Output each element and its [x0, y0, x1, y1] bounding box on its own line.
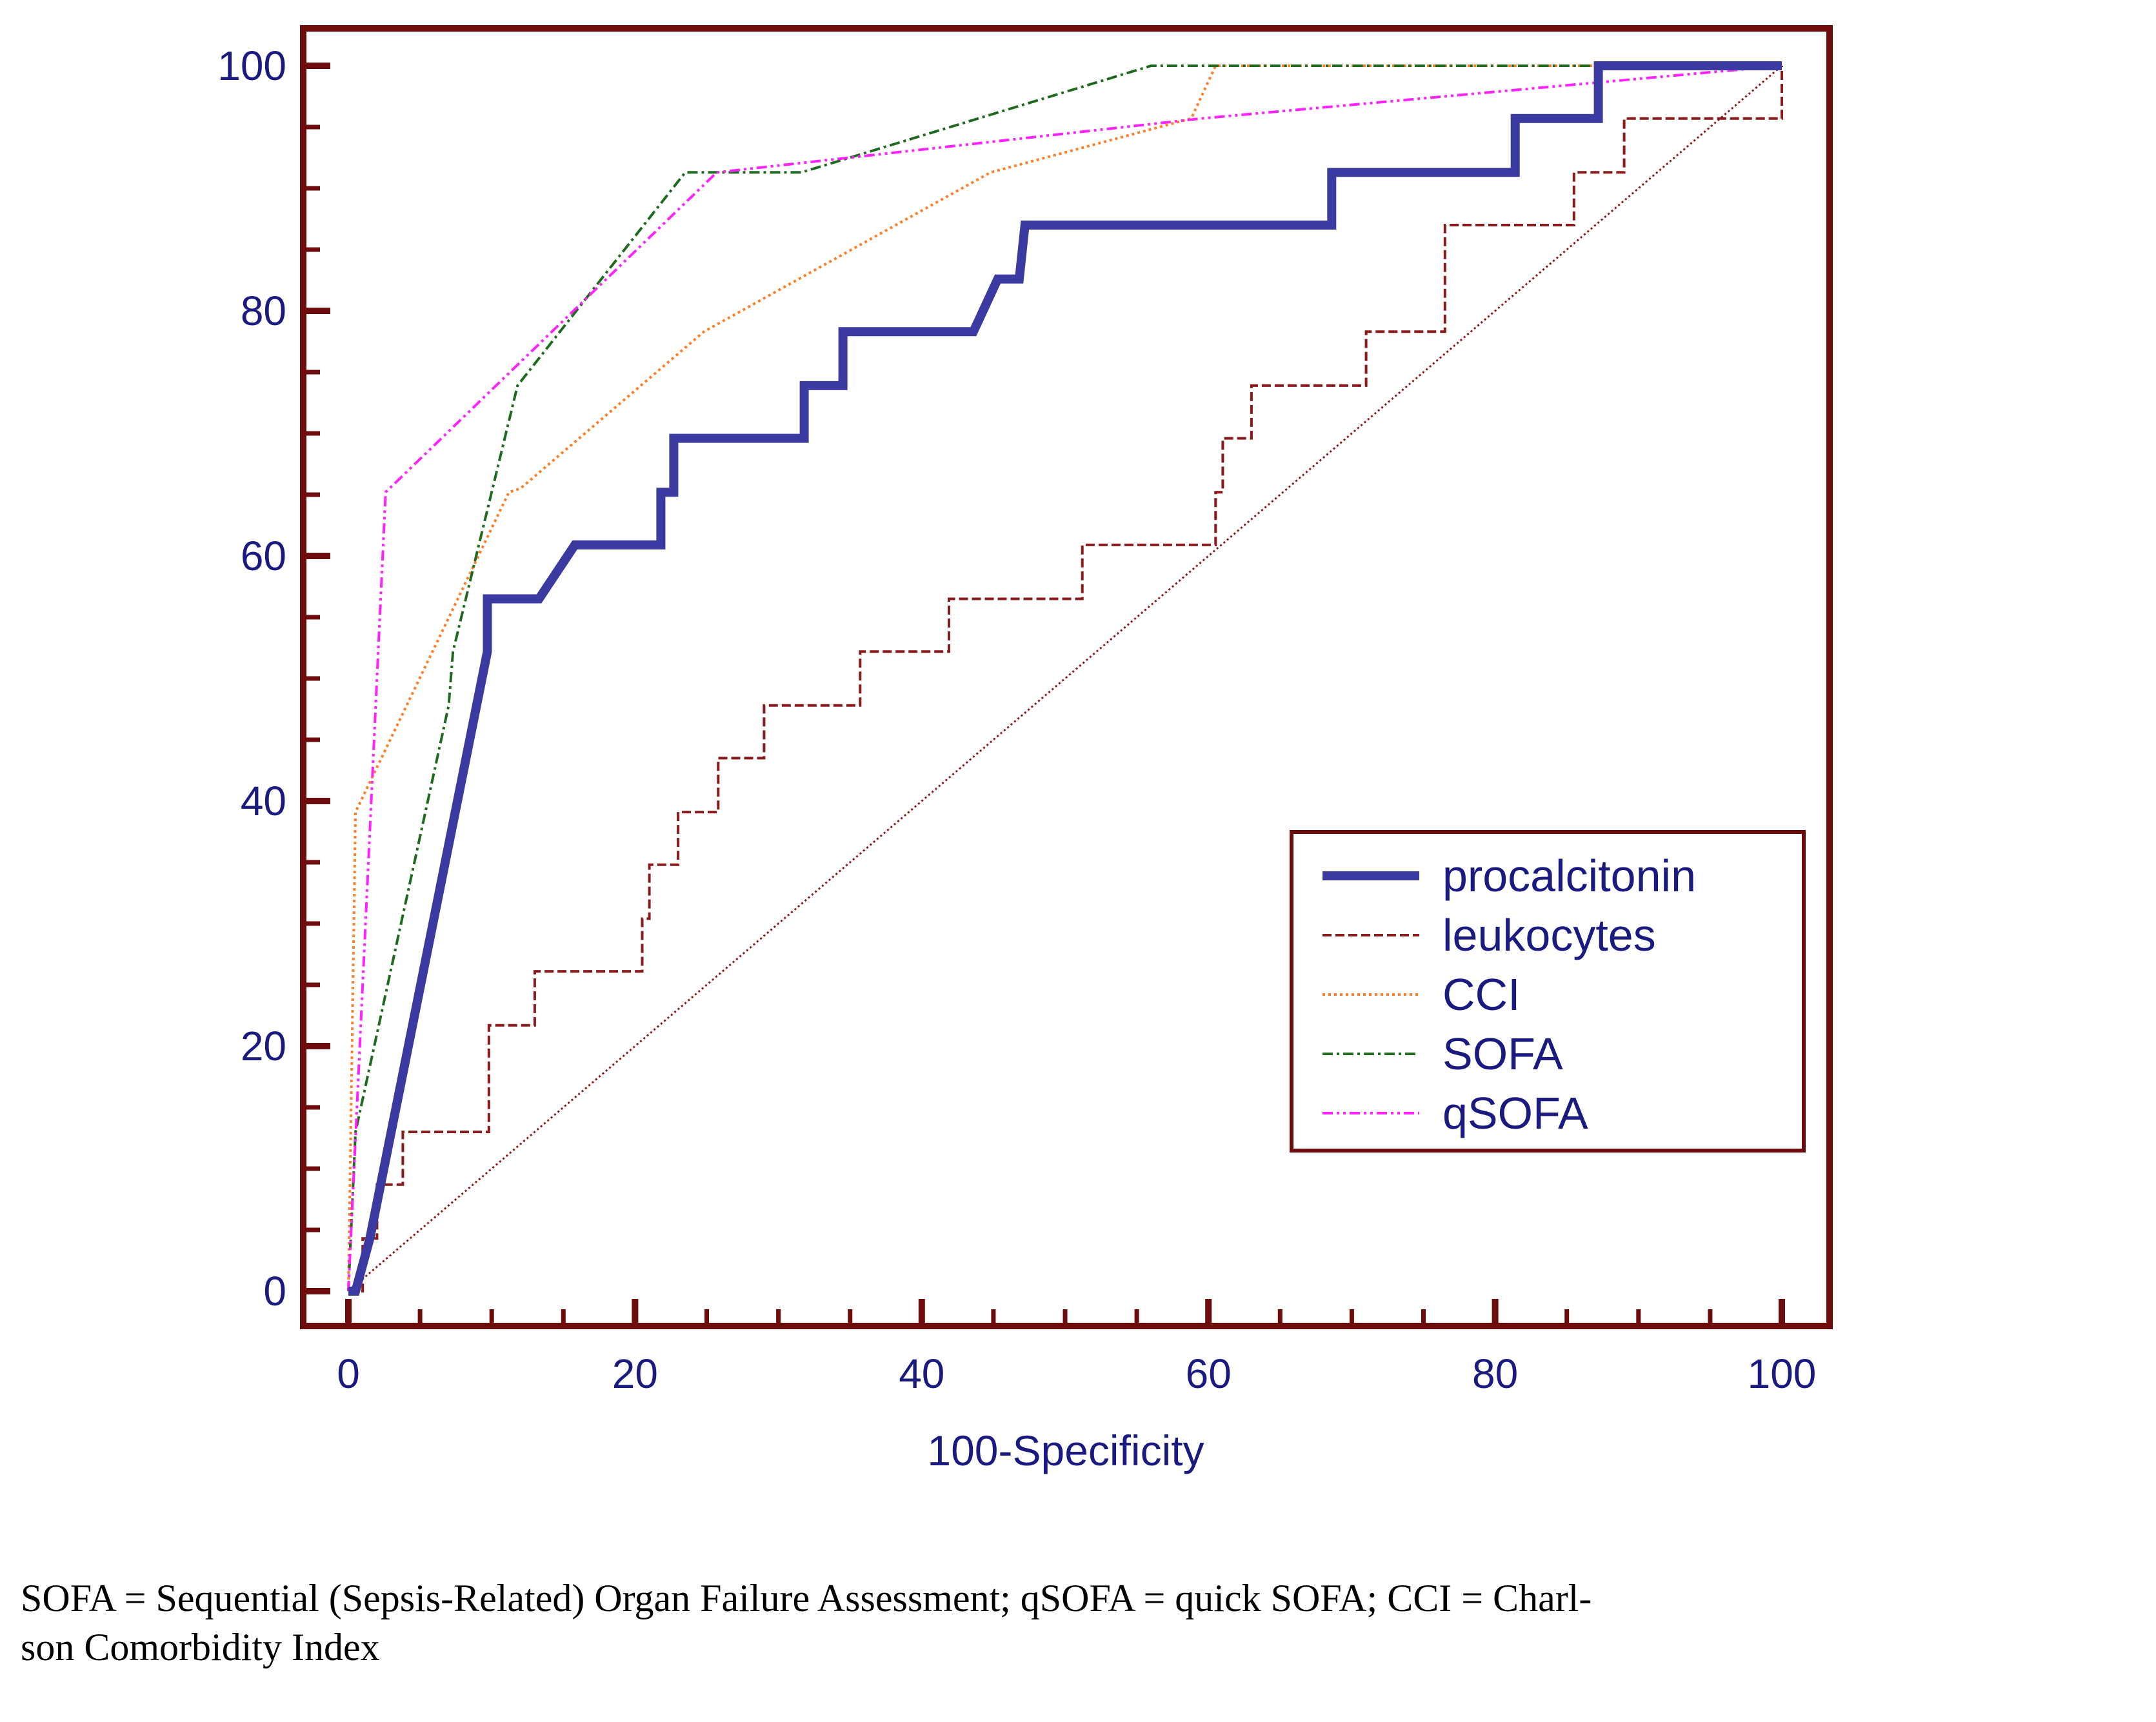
legend-label-cci: CCI	[1442, 969, 1521, 1020]
legend-box	[1290, 830, 1806, 1153]
y-tick-label: 80	[241, 288, 286, 334]
y-tick-label: 20	[241, 1023, 286, 1069]
series-line-cci	[347, 64, 1782, 1292]
series-line-procalcitonin	[348, 61, 1782, 1296]
caption-line-1: SOFA = Sequential (Sepsis-Related) Organ…	[21, 1577, 1592, 1619]
legend-label-procalcitonin: procalcitonin	[1442, 851, 1696, 901]
legend-label-qsofa: qSOFA	[1442, 1088, 1588, 1138]
series-layer	[347, 61, 1783, 1296]
y-tick-labels: 0 20 40 60 80 100	[217, 43, 286, 1314]
roc-chart: 0 20 40 60 80 100 0 20 40 60 80 100 100-Specificit…	[217, 25, 1833, 1474]
y-tick-label: 100	[217, 43, 286, 89]
legend: procalcitonin leukocytes CCI SOFA qSOFA	[1290, 830, 1806, 1153]
x-tick-label: 80	[1472, 1351, 1518, 1397]
figure-caption: SOFA = Sequential (Sepsis-Related) Organ…	[21, 1574, 2137, 1672]
x-axis-title: 100-Specificity	[927, 1427, 1204, 1474]
x-tick-label: 40	[899, 1351, 944, 1397]
x-tick-label: 0	[337, 1351, 360, 1397]
x-tick-labels: 0 20 40 60 80 100	[337, 1351, 1816, 1397]
x-tick-label: 60	[1186, 1351, 1232, 1397]
y-tick-label: 40	[241, 778, 286, 824]
plot-frame	[300, 25, 1833, 1329]
major-ticks	[303, 63, 1785, 1326]
series-line-reference	[348, 64, 1782, 1292]
series-line-leukocytes	[348, 66, 1783, 1292]
legend-items: procalcitonin leukocytes CCI SOFA qSOFA	[1323, 851, 1696, 1138]
caption-line-2: son Comorbidity Index	[21, 1626, 380, 1668]
x-tick-label: 100	[1748, 1351, 1817, 1397]
y-tick-label: 0	[263, 1268, 286, 1314]
x-tick-label: 20	[612, 1351, 658, 1397]
y-tick-label: 60	[241, 533, 286, 579]
series-line-sofa	[347, 64, 1782, 1292]
legend-label-sofa: SOFA	[1442, 1029, 1563, 1079]
legend-label-leukocytes: leukocytes	[1442, 910, 1656, 960]
